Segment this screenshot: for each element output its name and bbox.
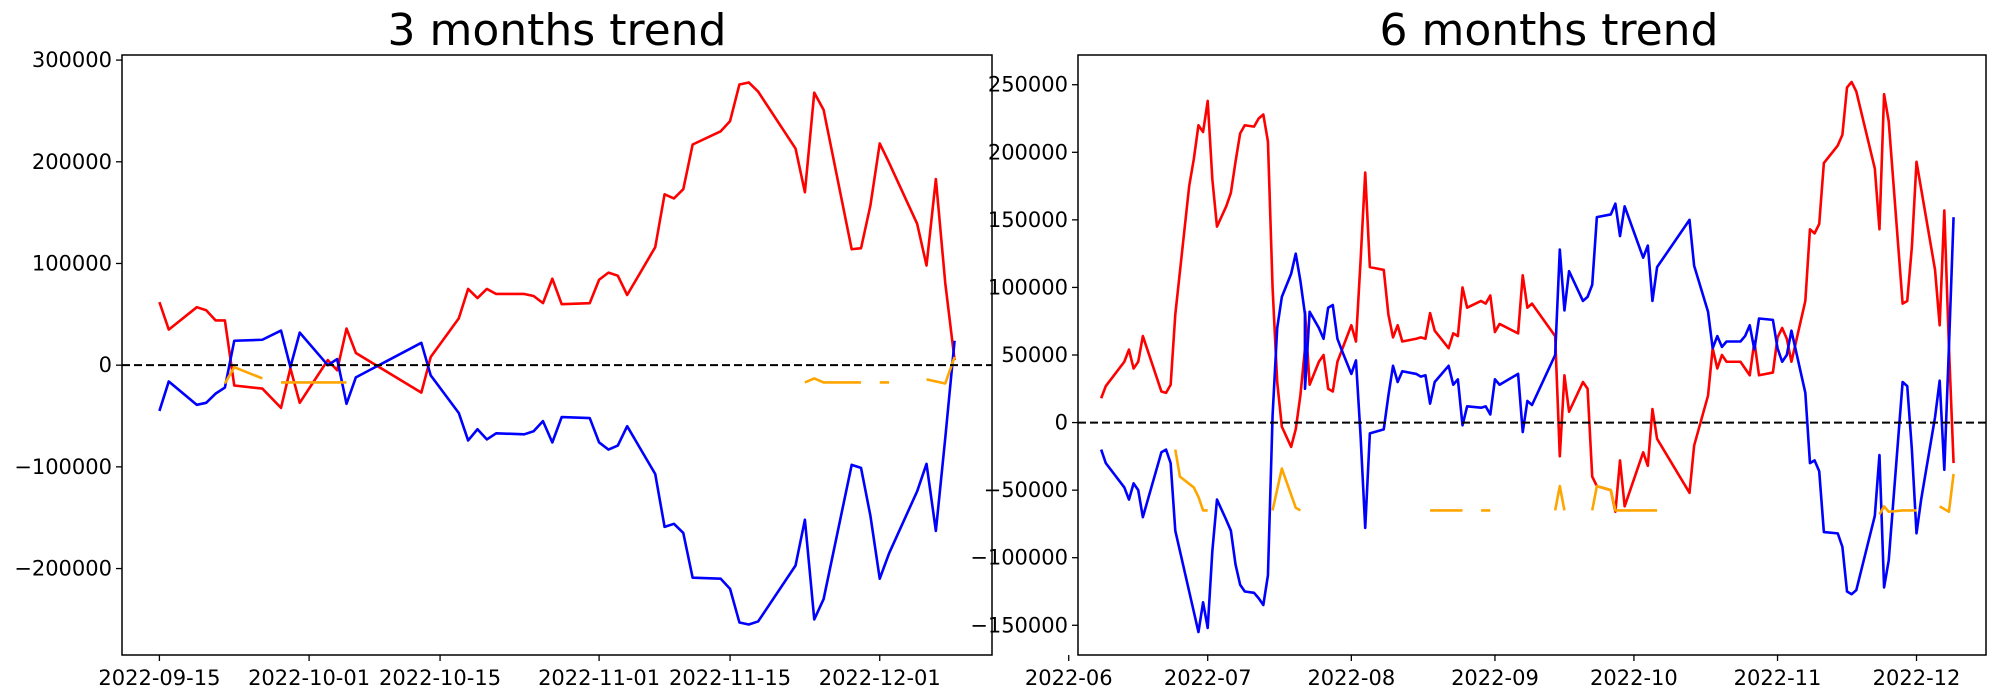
x-tick-label: 2022-07 xyxy=(1164,666,1252,690)
y-tick-label: 250000 xyxy=(988,73,1068,97)
series-line-0 xyxy=(158,81,956,410)
y-tick-label: −50000 xyxy=(984,478,1068,502)
x-tick-label: 2022-10 xyxy=(1590,666,1678,690)
x-tick-label: 2022-12-01 xyxy=(819,666,941,690)
x-tick-label: 2022-09-15 xyxy=(98,666,220,690)
chart-title: 6 months trend xyxy=(1380,5,1719,56)
chart-title: 3 months trend xyxy=(388,5,727,56)
panel-6-months-trend: 6 months trend −150000 −100000 −50000 0 5000… xyxy=(970,5,1987,690)
y-tick-label: 200000 xyxy=(988,140,1068,164)
x-tick-label: 2022-10-15 xyxy=(379,666,501,690)
y-tick-label: 300000 xyxy=(32,48,112,72)
plot-frame xyxy=(1077,54,1987,656)
y-tick-label: 0 xyxy=(99,353,112,377)
axis-ticks: −200000 −100000 0 100000 200000 300000 2022-09… xyxy=(14,48,941,690)
plot-frame xyxy=(121,54,993,656)
y-tick-label: 50000 xyxy=(1001,343,1068,367)
y-tick-label: 100000 xyxy=(32,251,112,275)
y-tick-label: 150000 xyxy=(988,208,1068,232)
y-tick-label: −100000 xyxy=(970,546,1068,570)
x-tick-label: 2022-11 xyxy=(1734,666,1822,690)
y-tick-label: 200000 xyxy=(32,150,112,174)
x-tick-label: 2022-06 xyxy=(1025,666,1113,690)
x-tick-label: 2022-10-01 xyxy=(248,666,370,690)
panel-3-months-trend: 3 months trend −200000 −100000 0 100000 2000… xyxy=(14,5,993,690)
x-tick-label: 2022-11-01 xyxy=(538,666,660,690)
series-line-1 xyxy=(158,329,956,626)
y-tick-label: −150000 xyxy=(970,613,1068,637)
series-line-0 xyxy=(1099,80,1955,514)
x-tick-label: 2022-09 xyxy=(1451,666,1539,690)
plot-area xyxy=(122,81,992,626)
y-tick-label: −100000 xyxy=(14,455,112,479)
series-line-2 xyxy=(1174,449,1955,516)
series-lines xyxy=(1078,80,1986,634)
series-line-1 xyxy=(1099,202,1955,634)
x-tick-label: 2022-08 xyxy=(1307,666,1395,690)
series-lines xyxy=(122,81,992,626)
y-tick-label: −200000 xyxy=(14,557,112,581)
x-tick-label: 2022-11-15 xyxy=(669,666,791,690)
y-tick-label: 0 xyxy=(1055,411,1068,435)
series-line-2 xyxy=(223,356,956,385)
axis-ticks: −150000 −100000 −50000 0 50000 100000 150000 20… xyxy=(970,73,1960,690)
plot-area xyxy=(1078,80,1986,634)
x-tick-label: 2022-12 xyxy=(1873,666,1961,690)
y-tick-label: 100000 xyxy=(988,275,1068,299)
